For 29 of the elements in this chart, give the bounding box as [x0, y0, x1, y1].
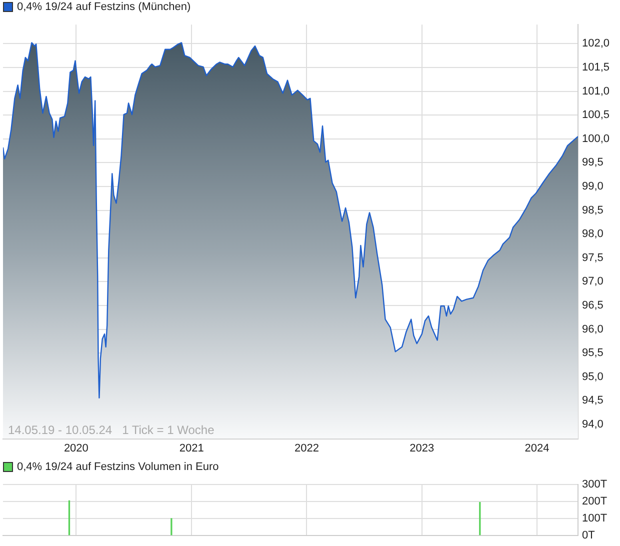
y-tick-label: 100T — [582, 512, 608, 524]
y-tick-label: 97,0 — [582, 276, 604, 288]
x-tick-label: 2023 — [410, 442, 434, 454]
x-tick-label: 2024 — [524, 442, 550, 454]
y-tick-label: 0T — [582, 529, 596, 542]
y-tick-label: 94,5 — [582, 394, 604, 407]
y-tick-label: 101,5 — [582, 61, 610, 74]
y-tick-label: 95,5 — [582, 347, 604, 360]
y-tick-label: 97,5 — [582, 252, 604, 264]
x-tick-label: 2021 — [179, 442, 204, 454]
y-tick-label: 300T — [582, 478, 608, 491]
legend-label: 0,4% 19/24 auf Festzins Volumen in Euro — [17, 460, 219, 474]
x-tick-label: 2022 — [294, 442, 319, 454]
y-tick-label: 96,5 — [582, 300, 604, 312]
y-tick-label: 96,0 — [582, 323, 604, 336]
y-tick-label: 100,5 — [582, 109, 610, 122]
x-tick-label: 2020 — [64, 442, 88, 454]
y-tick-label: 100,0 — [582, 132, 610, 145]
legend-label: 0,4% 19/24 auf Festzins (München) — [17, 0, 191, 14]
y-tick-label: 98,0 — [582, 228, 604, 240]
y-tick-label: 99,5 — [582, 156, 604, 169]
y-tick-label: 200T — [582, 496, 608, 508]
y-tick-label: 101,0 — [582, 85, 610, 98]
y-tick-label: 102,0 — [582, 38, 610, 50]
annotation: 14.05.19 - 10.05.24 1 Tick = 1 Woche — [8, 423, 215, 438]
y-tick-label: 95,0 — [582, 370, 604, 383]
y-tick-label: 94,0 — [582, 418, 604, 431]
y-tick-label: 99,0 — [582, 180, 604, 193]
y-tick-label: 98,5 — [582, 204, 604, 216]
